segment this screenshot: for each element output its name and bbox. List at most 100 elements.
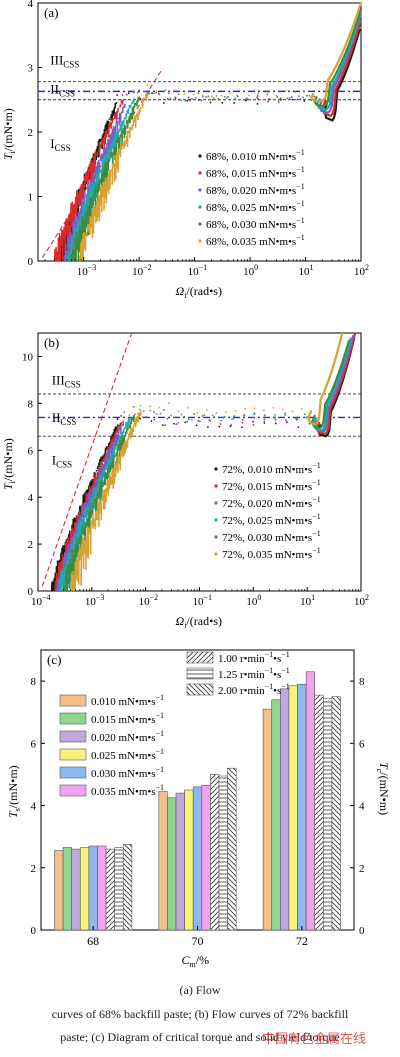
legend-marker	[214, 484, 218, 488]
data-point	[180, 99, 183, 102]
data-point	[146, 84, 149, 87]
data-point	[116, 418, 119, 420]
bar	[158, 791, 168, 931]
data-point	[132, 405, 135, 408]
data-point	[238, 89, 241, 92]
data-point	[263, 418, 266, 421]
data-point	[285, 89, 287, 92]
legend-entry: 72%, 0.015 mN•m•s−1	[222, 478, 321, 493]
caption-line-2: curves of 68% backfill paste; (b) Flow c…	[51, 1007, 349, 1021]
data-point	[304, 413, 306, 416]
data-point	[263, 409, 265, 412]
bar	[105, 848, 115, 931]
legend-entry: 68%, 0.035 mN•m•s−1	[206, 233, 305, 248]
bar	[175, 792, 185, 931]
legend-entry: 1.25 r•min−1•s−1	[218, 666, 290, 681]
bar	[114, 847, 124, 931]
data-point	[201, 415, 204, 417]
data-point	[274, 414, 276, 416]
data-point	[222, 417, 224, 419]
data-point	[192, 93, 195, 96]
bar	[71, 848, 81, 931]
bar	[323, 697, 333, 931]
data-point	[296, 98, 299, 101]
data-point	[166, 418, 169, 420]
data-point	[267, 100, 269, 103]
data-point	[153, 92, 156, 95]
data-point	[223, 95, 226, 98]
data-tail-curve	[310, 2, 363, 103]
legend-marker	[198, 205, 202, 209]
bar	[122, 844, 133, 931]
data-point	[231, 418, 233, 421]
data-point	[142, 416, 145, 419]
data-point	[233, 102, 235, 104]
legend-marker	[214, 535, 218, 539]
data-point	[144, 415, 147, 418]
data-point	[313, 95, 316, 98]
data-point	[177, 421, 180, 424]
data-point	[198, 98, 200, 101]
y-tick-label: 0	[28, 256, 34, 268]
data-point	[164, 424, 167, 426]
y-tick-label: 1	[28, 192, 34, 204]
region-label: IICSS	[52, 410, 77, 427]
legend-marker	[214, 501, 218, 505]
y-tick-label: 0	[28, 586, 34, 598]
data-point	[166, 97, 169, 100]
data-point	[297, 426, 300, 429]
data-point	[263, 414, 266, 417]
bar	[314, 694, 324, 931]
bar	[201, 785, 211, 931]
data-point	[246, 98, 249, 101]
data-point	[308, 94, 311, 97]
bar	[331, 696, 341, 931]
data-point	[232, 417, 235, 420]
data-point	[138, 408, 141, 411]
caption-line-1: (a) Flow	[179, 983, 221, 997]
y-tick-label: 4	[28, 0, 34, 10]
data-point	[201, 95, 204, 98]
data-point	[136, 91, 139, 94]
data-point	[211, 98, 214, 101]
data-point	[240, 426, 243, 429]
data-point	[177, 98, 180, 101]
data-point	[191, 98, 193, 100]
panel-c: (c)68 70 720 02 24 46 68 8Ts/(mN•m) Tc/(mN•m)Cm/…	[6, 649, 391, 969]
x-tick-label: 10−1	[188, 263, 208, 278]
series-6	[70, 332, 344, 592]
data-point	[256, 95, 259, 98]
data-point	[197, 419, 200, 422]
data-point	[211, 95, 213, 98]
data-point	[266, 93, 269, 96]
data-point	[253, 413, 256, 416]
data-point	[212, 97, 215, 99]
y-tick-label-left: 8	[31, 676, 37, 688]
legend-marker	[198, 171, 202, 175]
data-point	[152, 411, 155, 413]
region-label: IIICSS	[52, 373, 81, 390]
x-tick-label: 102	[354, 263, 369, 278]
data-point	[116, 94, 118, 96]
y-tick-label: 4	[28, 492, 34, 504]
data-point	[195, 424, 198, 427]
data-point	[174, 96, 176, 99]
data-point	[167, 92, 170, 95]
data-point	[201, 94, 204, 97]
data-point	[217, 98, 220, 100]
data-tail-curve	[318, 15, 362, 114]
data-point	[158, 406, 161, 409]
data-point	[233, 415, 236, 417]
data-point	[283, 412, 286, 415]
data-point	[303, 90, 306, 93]
data-point	[291, 410, 294, 413]
data-point	[163, 409, 165, 411]
data-point	[310, 99, 313, 102]
data-point	[284, 419, 287, 421]
data-point	[234, 409, 237, 412]
data-point	[273, 417, 276, 420]
data-point	[286, 97, 289, 100]
data-point	[215, 412, 218, 415]
data-point	[143, 90, 146, 93]
legend-entry: 72%, 0.025 mN•m•s−1	[222, 512, 321, 527]
